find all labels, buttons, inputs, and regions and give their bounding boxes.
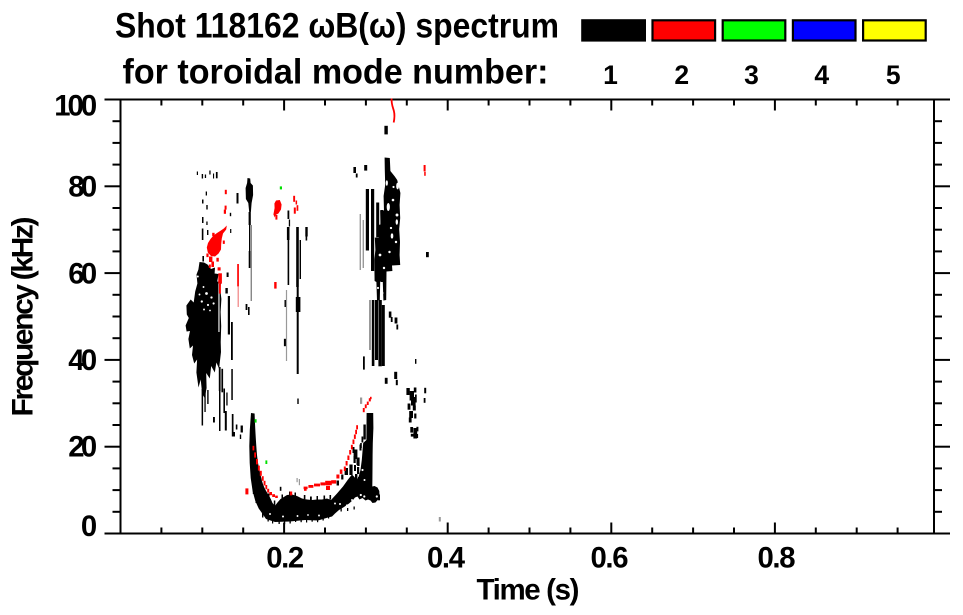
svg-text:60: 60 [68, 257, 97, 290]
svg-text:0.8: 0.8 [758, 542, 796, 575]
svg-text:3: 3 [744, 60, 759, 90]
svg-text:20: 20 [68, 431, 97, 464]
svg-text:4: 4 [814, 60, 829, 90]
svg-text:80: 80 [68, 171, 97, 204]
svg-text:2: 2 [674, 60, 689, 90]
svg-text:Shot 118162 ωB(ω) spectrum: Shot 118162 ωB(ω) spectrum [115, 7, 559, 46]
svg-text:Time (s): Time (s) [477, 574, 580, 607]
svg-text:Frequency (kHz): Frequency (kHz) [6, 217, 39, 417]
svg-text:0: 0 [81, 510, 97, 543]
svg-text:40: 40 [68, 344, 97, 377]
svg-text:1: 1 [603, 60, 618, 90]
svg-text:0.6: 0.6 [591, 542, 629, 575]
svg-text:0.4: 0.4 [427, 542, 466, 575]
svg-text:for toroidal mode number:: for toroidal mode number: [123, 53, 549, 92]
svg-text:100: 100 [54, 90, 97, 123]
svg-text:0.2: 0.2 [266, 542, 304, 575]
svg-text:5: 5 [886, 60, 901, 90]
